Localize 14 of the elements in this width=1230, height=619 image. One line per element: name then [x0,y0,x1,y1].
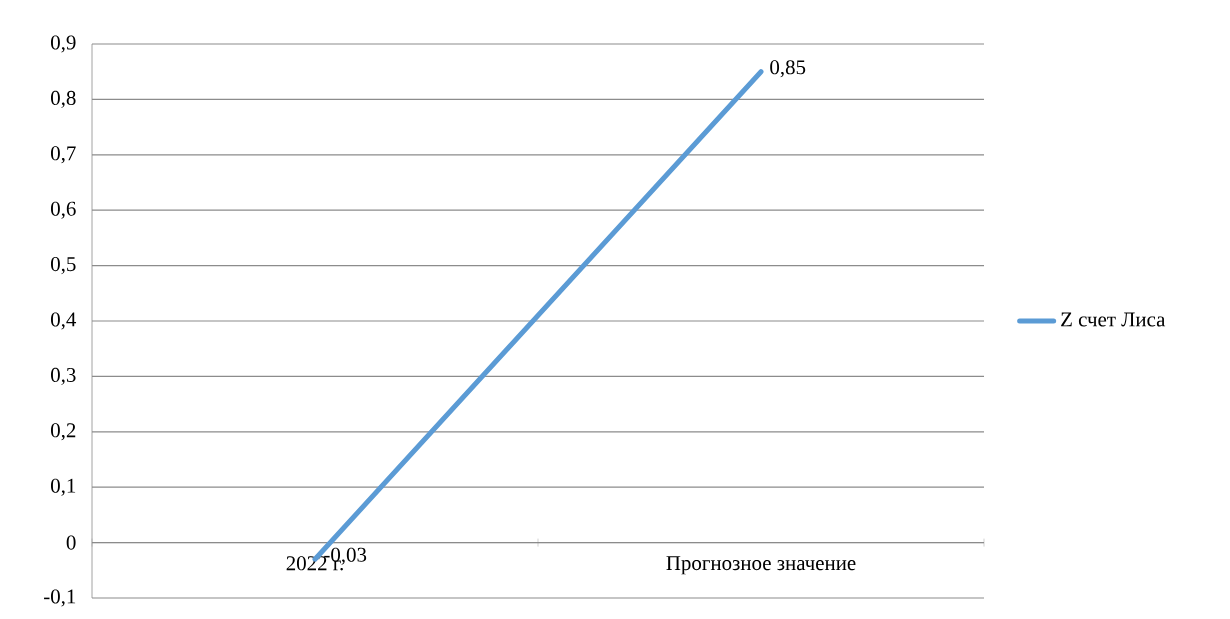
y-tick-label: 0,8 [51,90,76,108]
data-label: 0,85 [770,60,806,78]
y-tick-label: -0,1 [44,589,76,607]
y-tick-label: 0,6 [51,201,76,219]
y-tick-label: 0,7 [51,146,76,164]
y-tick-label: 0,9 [51,35,76,53]
y-tick-label: 0,5 [51,257,76,275]
x-tick-label: Прогнозное значение [666,556,856,575]
y-tick-label: 0,2 [51,423,76,441]
y-tick-label: 0,3 [51,367,76,385]
y-tick-label: 0 [66,535,76,550]
y-tick-label: 0,4 [51,312,77,330]
y-tick-label: 0,1 [51,478,76,496]
legend-label: Z счет Лиса [1061,312,1166,327]
